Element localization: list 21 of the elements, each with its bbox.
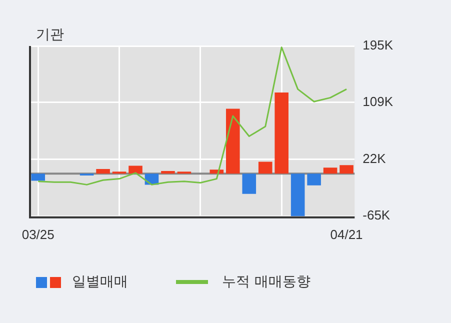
- bar: [128, 166, 142, 174]
- y-tick-label: 109K: [362, 94, 394, 109]
- bar: [226, 108, 240, 174]
- bar: [323, 168, 338, 174]
- bar: [258, 162, 272, 174]
- legend-label: 일별매매: [72, 273, 128, 291]
- bar: [161, 170, 175, 174]
- bar: [307, 174, 321, 186]
- bar: [290, 174, 305, 216]
- bar: [96, 168, 110, 174]
- bar: [31, 174, 46, 181]
- chart-title: 기관: [36, 26, 64, 44]
- bar: [340, 165, 354, 174]
- x-tick-label: 04/21: [330, 226, 363, 242]
- y-tick-label: -65K: [362, 208, 390, 223]
- y-tick-label: 195K: [362, 38, 394, 53]
- bar: [242, 174, 256, 194]
- y-tick-label: 22K: [362, 150, 386, 166]
- bar: [274, 92, 288, 174]
- legend-label: 누적 매매동향: [222, 273, 310, 291]
- x-tick-label: 03/25: [22, 226, 54, 242]
